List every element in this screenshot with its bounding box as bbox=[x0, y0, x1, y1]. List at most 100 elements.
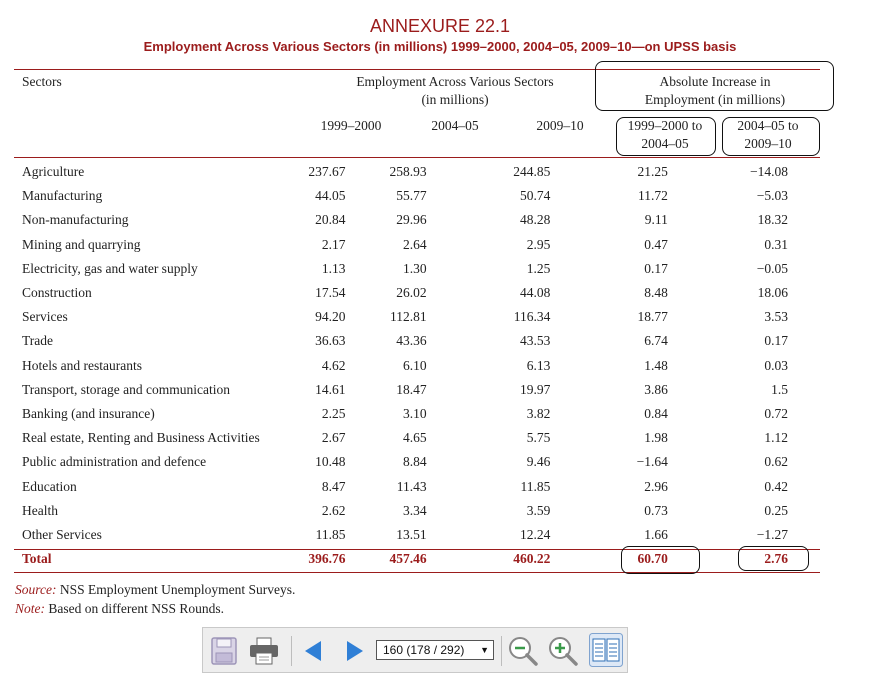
table-row: Hotels and restaurants 4.62 6.10 6.13 1.48 0.… bbox=[14, 354, 820, 378]
header-col-inc2: 2004–05 to 2009–10 bbox=[718, 117, 818, 153]
header-col-inc2-line1: 2004–05 to bbox=[737, 118, 799, 133]
sector-cell: Transport, storage and communication bbox=[22, 381, 230, 397]
value-cell: −5.03 bbox=[756, 188, 788, 204]
table-row: Mining and quarrying 2.17 2.64 2.95 0.47 0.31 bbox=[14, 233, 820, 257]
value-cell: 2.67 bbox=[321, 430, 346, 446]
value-cell: 396.76 bbox=[308, 551, 346, 567]
table-row: Transport, storage and communication 14.6… bbox=[14, 378, 820, 402]
zoom-out-icon[interactable] bbox=[507, 635, 539, 672]
value-cell: 9.11 bbox=[644, 212, 668, 228]
sector-cell: Total bbox=[22, 551, 52, 567]
top-rule bbox=[14, 69, 820, 70]
value-cell: 2.96 bbox=[644, 478, 668, 494]
print-icon[interactable] bbox=[249, 637, 279, 670]
value-cell: 94.20 bbox=[315, 309, 346, 325]
header-increase-line2: Employment (in millions) bbox=[644, 92, 786, 107]
viewer-toolbar: 160 (178 / 292) ▼ bbox=[202, 627, 628, 673]
table-row: Education 8.47 11.43 11.85 2.96 0.42 bbox=[14, 474, 820, 498]
table-row: Construction 17.54 26.02 44.08 8.48 18.06 bbox=[14, 281, 820, 305]
value-cell: 2.17 bbox=[321, 236, 346, 252]
sector-cell: Public administration and defence bbox=[22, 454, 207, 470]
header-col-inc1-line1: 1999–2000 to bbox=[627, 118, 703, 133]
value-cell: 18.47 bbox=[396, 381, 427, 397]
table-row: Public administration and defence 10.48 8.… bbox=[14, 450, 820, 474]
value-cell: 18.06 bbox=[757, 285, 788, 301]
reading-view-icon[interactable] bbox=[589, 633, 623, 672]
value-cell: 0.42 bbox=[764, 478, 788, 494]
header-col-inc1-line2: 2004–05 bbox=[641, 136, 689, 151]
value-cell: 2.62 bbox=[321, 502, 346, 518]
value-cell: 457.46 bbox=[389, 551, 427, 567]
sector-cell: Manufacturing bbox=[22, 188, 103, 204]
highlight-box-col-inc1 bbox=[616, 117, 716, 156]
value-cell: 0.47 bbox=[644, 236, 668, 252]
value-cell: 3.34 bbox=[403, 502, 427, 518]
zoom-in-icon[interactable] bbox=[547, 635, 579, 672]
table-row: Electricity, gas and water supply 1.13 1.3… bbox=[14, 257, 820, 281]
value-cell: 237.67 bbox=[308, 164, 346, 180]
value-cell: 50.74 bbox=[520, 188, 551, 204]
value-cell: 3.82 bbox=[526, 405, 551, 421]
source-label: Source: bbox=[15, 582, 57, 597]
value-cell: 44.08 bbox=[520, 285, 551, 301]
value-cell: 3.10 bbox=[403, 405, 427, 421]
value-cell: 55.77 bbox=[396, 188, 427, 204]
previous-page-icon[interactable] bbox=[303, 640, 323, 667]
value-cell: −14.08 bbox=[750, 164, 788, 180]
value-cell: 244.85 bbox=[513, 164, 551, 180]
table-row: Real estate, Renting and Business Activi… bbox=[14, 426, 820, 450]
page-selector[interactable]: 160 (178 / 292) ▼ bbox=[376, 640, 494, 660]
value-cell: 116.34 bbox=[513, 309, 551, 325]
value-cell: 5.75 bbox=[526, 430, 551, 446]
value-cell: 112.81 bbox=[390, 309, 427, 325]
value-cell: −1.64 bbox=[636, 454, 668, 470]
value-cell: 6.74 bbox=[644, 333, 668, 349]
bottom-rule bbox=[14, 572, 820, 573]
value-cell: 4.62 bbox=[321, 357, 346, 373]
value-cell: 0.17 bbox=[764, 333, 788, 349]
header-col-inc2-line2: 2009–10 bbox=[744, 136, 792, 151]
header-sectors: Sectors bbox=[22, 74, 62, 89]
value-cell: 0.03 bbox=[764, 357, 788, 373]
value-cell: 14.61 bbox=[315, 381, 346, 397]
total-row: Total 396.76 457.46 460.22 60.70 2.76 bbox=[14, 547, 820, 571]
value-cell: −0.05 bbox=[756, 260, 788, 276]
table-subtitle: Employment Across Various Sectors (in mi… bbox=[143, 39, 737, 54]
value-cell: 18.77 bbox=[637, 309, 668, 325]
value-cell: 48.28 bbox=[520, 212, 551, 228]
value-cell: 29.96 bbox=[396, 212, 427, 228]
next-page-icon[interactable] bbox=[345, 640, 365, 667]
value-cell: 60.70 bbox=[637, 551, 668, 567]
table-row: Non-manufacturing 20.84 29.96 48.28 9.11 18.3… bbox=[14, 208, 820, 232]
page-indicator: 160 (178 / 292) bbox=[383, 643, 465, 657]
table-row: Health 2.62 3.34 3.59 0.73 0.25 bbox=[14, 499, 820, 523]
sector-cell: Real estate, Renting and Business Activi… bbox=[22, 430, 260, 446]
sector-cell: Agriculture bbox=[22, 164, 85, 180]
value-cell: 1.30 bbox=[403, 260, 427, 276]
header-employment-line1: Employment Across Various Sectors bbox=[356, 74, 554, 89]
sector-cell: Other Services bbox=[22, 526, 102, 542]
value-cell: 1.25 bbox=[526, 260, 551, 276]
value-cell: 9.46 bbox=[526, 454, 551, 470]
value-cell: 8.48 bbox=[644, 285, 668, 301]
employment-table: Agriculture 237.67 258.93 244.85 21.25 −14.08… bbox=[14, 160, 820, 571]
value-cell: 36.63 bbox=[315, 333, 346, 349]
value-cell: 1.98 bbox=[644, 430, 668, 446]
header-employment: Employment Across Various Sectors (in mi… bbox=[330, 73, 580, 109]
sector-cell: Trade bbox=[22, 333, 54, 349]
value-cell: −1.27 bbox=[756, 526, 788, 542]
value-cell: 11.72 bbox=[637, 188, 668, 204]
value-cell: 6.13 bbox=[526, 357, 551, 373]
value-cell: 44.05 bbox=[315, 188, 346, 204]
highlight-box-total-inc1 bbox=[621, 546, 700, 574]
value-cell: 12.24 bbox=[520, 526, 551, 542]
header-col-1999: 1999–2000 bbox=[320, 118, 382, 133]
value-cell: 0.17 bbox=[644, 260, 668, 276]
value-cell: 11.43 bbox=[396, 478, 427, 494]
value-cell: 0.84 bbox=[644, 405, 668, 421]
sector-cell: Non-manufacturing bbox=[22, 212, 129, 228]
header-col-2004: 2004–05 bbox=[431, 118, 479, 133]
table-row: Manufacturing 44.05 55.77 50.74 11.72 −5.03 bbox=[14, 184, 820, 208]
value-cell: 43.53 bbox=[520, 333, 551, 349]
save-icon[interactable] bbox=[211, 637, 237, 670]
